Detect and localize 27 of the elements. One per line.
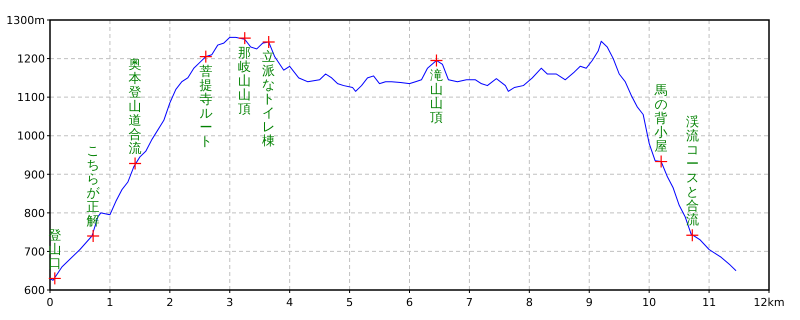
x-tick-label: 9 [586,296,593,309]
y-tick-label: 700 [24,245,45,258]
annotation: 立派なトイレ棟 [262,48,276,149]
x-tick-label: 3 [226,296,234,309]
y-tick-label: 1100 [17,91,45,104]
y-tick-label: 1200 [17,52,45,66]
annotation: 馬の背小屋 [654,84,668,155]
y-tick-label: 1000 [17,130,45,143]
y-tick-label: 1300m [6,14,45,27]
x-tick-label: 4 [286,296,294,309]
x-tick-label: 7 [466,296,473,309]
y-tick-label: 900 [24,168,45,182]
x-tick-label: 12km [753,296,785,309]
x-tick-label: 2 [166,296,174,309]
y-tick-label: 800 [24,206,45,220]
x-tick-label: 8 [526,296,533,309]
x-tick-label: 10 [642,296,656,309]
annotation: 菩提寺ルート [199,64,212,150]
x-tick-label: 1 [106,296,114,309]
x-tick-label: 0 [46,296,54,309]
x-tick-label: 5 [346,296,354,309]
annotation: 奥本登山道合流 [128,57,142,156]
y-tick-label: 600 [24,284,45,297]
annotation: 那岐山山頂 [238,46,252,118]
x-tick-label: 11 [702,296,716,309]
annotation: 滝山山頂 [430,68,443,126]
x-tick-label: 6 [406,296,413,309]
